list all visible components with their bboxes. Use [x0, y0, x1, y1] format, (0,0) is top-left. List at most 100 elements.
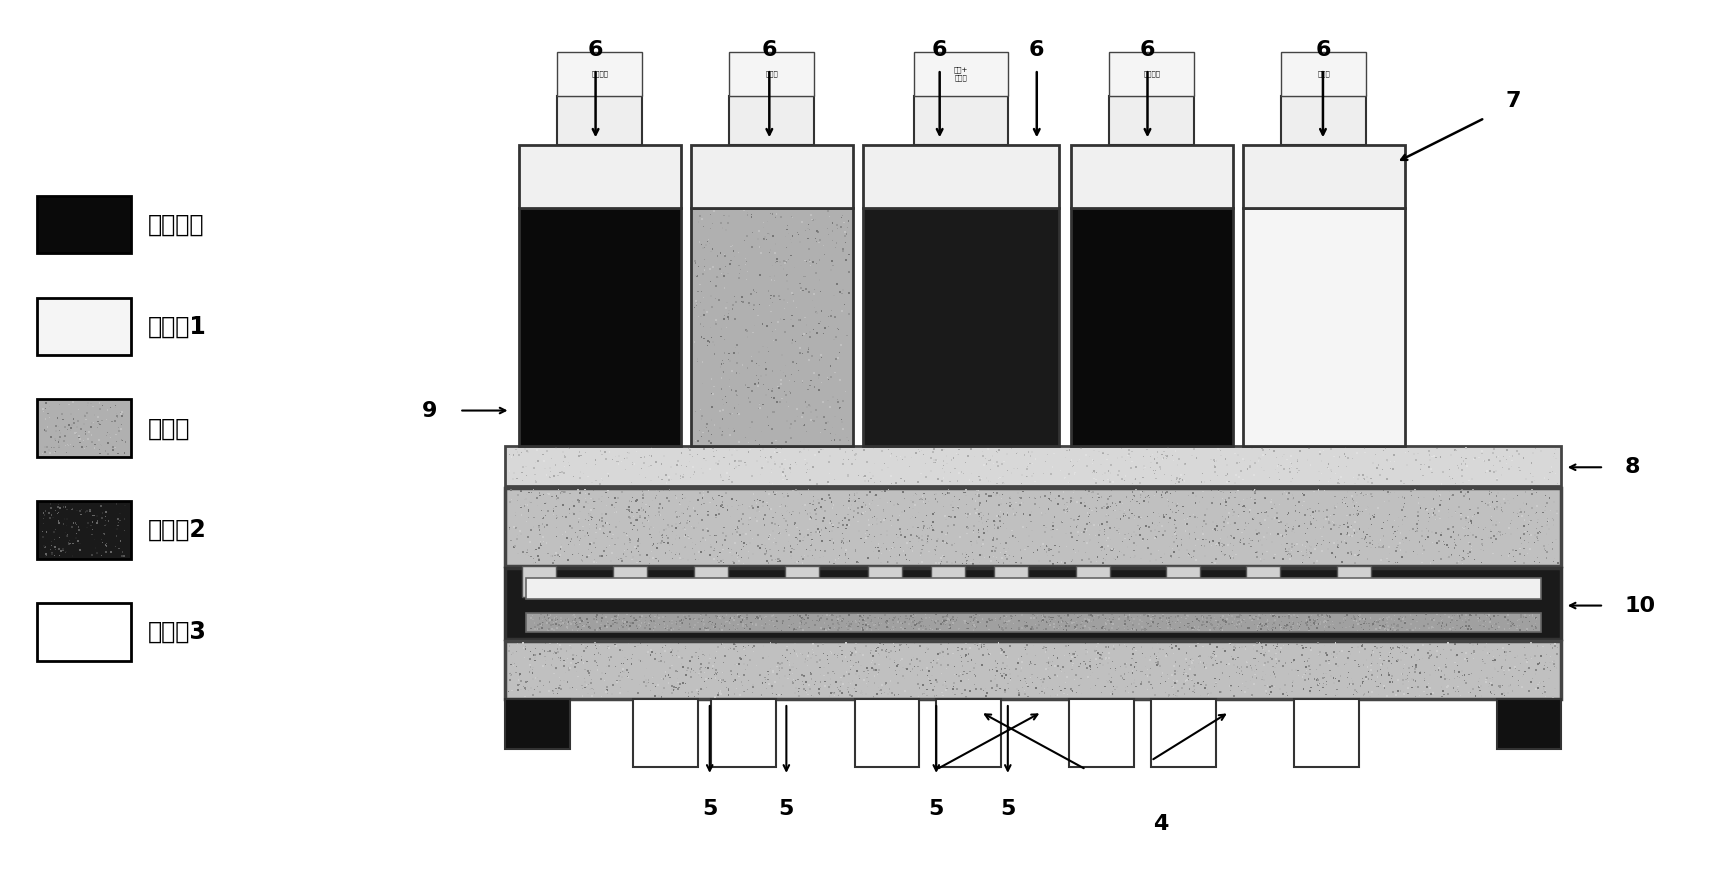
Point: [887, 615, 914, 630]
Point: [807, 610, 834, 624]
Point: [109, 409, 137, 423]
Point: [1012, 615, 1039, 629]
Point: [1147, 642, 1174, 657]
Point: [1530, 681, 1557, 696]
Point: [1328, 527, 1355, 541]
Point: [1456, 474, 1483, 488]
Point: [930, 535, 957, 549]
Point: [933, 527, 960, 541]
Point: [1241, 468, 1268, 483]
Point: [1148, 528, 1176, 542]
Point: [1418, 687, 1446, 701]
Point: [704, 610, 731, 624]
Point: [1268, 487, 1295, 501]
Point: [897, 534, 925, 549]
Point: [1087, 651, 1114, 665]
Point: [614, 445, 641, 459]
Point: [988, 457, 1015, 471]
Point: [1183, 450, 1210, 465]
Point: [1407, 461, 1434, 475]
Point: [562, 660, 590, 674]
Point: [555, 615, 583, 630]
Point: [574, 686, 602, 700]
Point: [1384, 623, 1412, 637]
Point: [990, 656, 1017, 670]
Point: [1094, 656, 1121, 670]
Point: [1306, 676, 1333, 690]
Point: [1148, 613, 1176, 627]
Point: [1521, 554, 1548, 568]
Point: [1345, 609, 1372, 624]
Point: [829, 283, 856, 297]
Point: [1345, 657, 1372, 672]
Point: [656, 615, 684, 629]
Point: [1084, 670, 1111, 684]
Point: [933, 642, 960, 657]
Point: [1335, 670, 1362, 684]
Point: [1506, 504, 1533, 518]
Point: [1242, 483, 1270, 497]
Point: [860, 690, 887, 704]
Point: [798, 667, 825, 681]
Point: [704, 269, 731, 284]
Point: [699, 242, 726, 256]
Point: [827, 648, 854, 662]
Point: [1072, 495, 1099, 509]
Point: [880, 613, 907, 627]
Point: [1324, 533, 1352, 548]
Point: [948, 667, 976, 681]
Point: [1377, 642, 1405, 657]
Point: [1094, 539, 1121, 553]
Point: [719, 298, 747, 312]
Point: [665, 623, 692, 637]
Point: [1359, 486, 1386, 500]
Point: [504, 532, 531, 546]
Point: [716, 346, 743, 360]
Point: [1271, 656, 1299, 670]
Point: [1154, 507, 1181, 521]
Point: [1456, 535, 1483, 549]
Point: [899, 621, 926, 635]
Point: [1502, 543, 1530, 558]
Point: [581, 501, 608, 516]
Point: [1097, 458, 1125, 472]
Point: [991, 683, 1019, 698]
Point: [769, 679, 796, 693]
Point: [1372, 610, 1400, 624]
Point: [1005, 614, 1032, 628]
Point: [759, 295, 786, 310]
Point: [1343, 686, 1371, 700]
Point: [1106, 620, 1133, 634]
Point: [832, 227, 860, 241]
Point: [964, 536, 991, 550]
Point: [1189, 617, 1217, 632]
Point: [1277, 475, 1304, 489]
Point: [687, 429, 714, 443]
Point: [752, 508, 779, 522]
Point: [602, 609, 629, 624]
Point: [745, 240, 772, 254]
Point: [721, 536, 749, 550]
Point: [1068, 615, 1095, 629]
Point: [96, 514, 123, 528]
Point: [1430, 619, 1458, 633]
Point: [795, 611, 822, 625]
Point: [1530, 680, 1557, 694]
Point: [784, 608, 812, 623]
Point: [788, 615, 815, 629]
Point: [687, 660, 714, 674]
Point: [104, 518, 132, 533]
Point: [697, 537, 725, 551]
Point: [1203, 516, 1230, 531]
Point: [755, 227, 783, 241]
Point: [856, 466, 884, 480]
Point: [1278, 521, 1306, 535]
Point: [981, 518, 1008, 533]
Point: [779, 319, 807, 334]
Point: [1099, 542, 1126, 557]
Point: [1084, 660, 1111, 674]
Point: [603, 610, 631, 624]
Point: [1275, 609, 1302, 624]
Point: [1164, 503, 1191, 517]
Point: [948, 688, 976, 702]
